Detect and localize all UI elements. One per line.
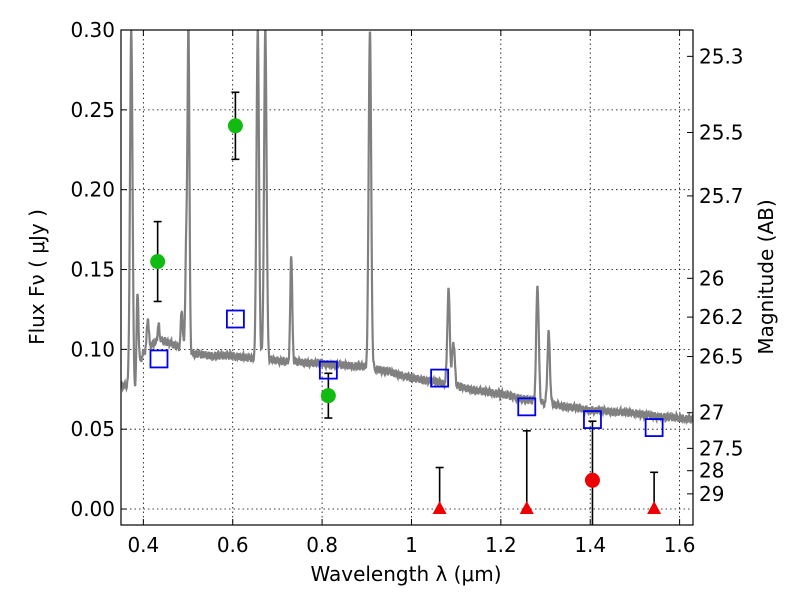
mag-tick-label: 26.5: [699, 345, 744, 369]
axes: 0.4 0.6 0.8 1 1.2 1.4 1.6 0.00 0.05 0.10 0.15 0.20 0…: [70, 18, 743, 557]
data-point-circle: [150, 254, 166, 270]
y-axis-title-left: Flux Fν ( μJy ): [25, 209, 49, 345]
plot-frame: [120, 29, 694, 526]
data-point-open-square: [318, 360, 338, 380]
data-point-open-square: [517, 397, 537, 417]
mag-tick-label: 27: [699, 401, 724, 425]
data-point-triangle: [432, 501, 447, 515]
y-tick-label: 0.15: [70, 258, 115, 282]
mag-tick-label: 26.2: [699, 305, 744, 329]
data-point-circle: [584, 472, 600, 488]
y-tick-label: 0.05: [70, 417, 115, 441]
x-tick-label: 1: [405, 533, 418, 557]
mag-tick-label: 28: [699, 459, 724, 483]
y-tick-label: 0.20: [70, 178, 115, 202]
plot-area: [121, 29, 693, 525]
data-point-open-square: [149, 349, 169, 369]
data-point-triangle: [647, 501, 662, 515]
x-tick-label: 0.6: [217, 533, 249, 557]
data-point-triangle: [519, 501, 534, 515]
x-tick-label: 0.8: [306, 533, 338, 557]
data-point-circle: [227, 118, 243, 134]
spectrum-line: [121, 30, 693, 426]
y-tick-label: 0.30: [70, 18, 115, 42]
mag-tick-label: 25.7: [699, 184, 744, 208]
x-tick-label: 1.6: [664, 533, 696, 557]
mag-tick-label: 29: [699, 482, 724, 506]
mag-tick-label: 25.3: [699, 44, 744, 68]
y-tick-label: 0.00: [70, 497, 115, 521]
y-tick-label: 0.10: [70, 337, 115, 361]
x-tick-label: 0.4: [127, 533, 159, 557]
x-axis-title: Wavelength λ (μm): [310, 562, 501, 586]
x-tick-label: 1.2: [485, 533, 517, 557]
data-point-open-square: [583, 410, 602, 430]
y-axis-title-right: Magnitude (AB): [754, 199, 778, 354]
data-point-open-square: [644, 418, 664, 437]
mag-tick-label: 26: [699, 266, 724, 290]
data-point-open-square: [225, 309, 245, 329]
data-point-open-square: [430, 368, 450, 388]
data-point-circle: [320, 388, 336, 404]
x-tick-label: 1.4: [574, 533, 606, 557]
y-tick-label: 0.25: [70, 98, 115, 122]
mag-tick-label: 27.5: [699, 436, 744, 460]
mag-tick-label: 25.5: [699, 121, 744, 145]
